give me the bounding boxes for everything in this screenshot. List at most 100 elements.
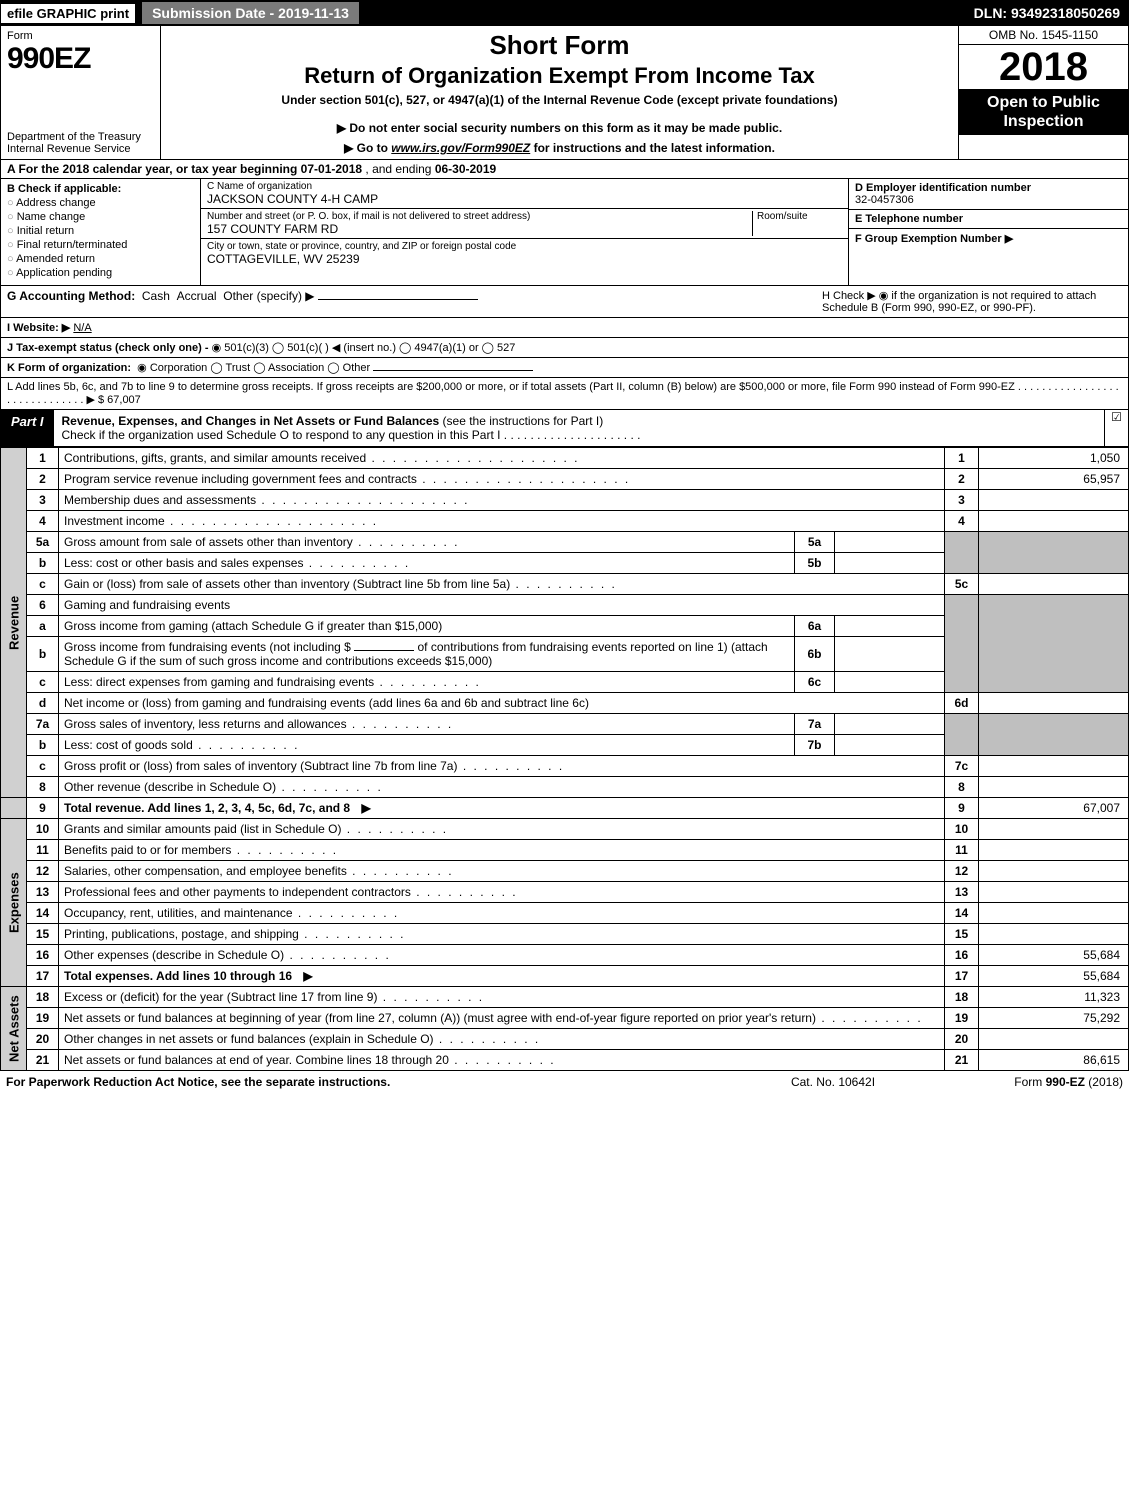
l6-num: 6 xyxy=(27,595,59,616)
section-c: C Name of organization JACKSON COUNTY 4-… xyxy=(201,179,848,285)
city-value: COTTAGEVILLE, WV 25239 xyxy=(207,252,842,266)
k-options[interactable]: ◉ Corporation ◯ Trust ◯ Association ◯ Ot… xyxy=(137,362,370,374)
l7c-num: c xyxy=(27,756,59,777)
part1-title: Revenue, Expenses, and Changes in Net As… xyxy=(62,414,443,428)
ein-label: D Employer identification number xyxy=(855,182,1031,194)
page-footer: For Paperwork Reduction Act Notice, see … xyxy=(0,1071,1129,1093)
expenses-section-label: Expenses xyxy=(1,819,27,987)
l13-rnum: 13 xyxy=(945,882,979,903)
group-exemption-cell: F Group Exemption Number ▶ xyxy=(849,229,1128,285)
chk-initial-return[interactable]: Initial return xyxy=(7,225,194,237)
g-cash[interactable]: Cash xyxy=(142,289,170,303)
gross-receipts-row: L Add lines 5b, 6c, and 7b to line 9 to … xyxy=(0,378,1129,410)
org-name: JACKSON COUNTY 4-H CAMP xyxy=(207,192,842,206)
header-left: Form 990EZ Department of the Treasury In… xyxy=(1,26,161,159)
h-check: H Check ▶ ◉ if the organization is not r… xyxy=(822,289,1122,314)
i-label: I Website: ▶ xyxy=(7,322,70,334)
l19-num: 19 xyxy=(27,1008,59,1029)
section-b: B Check if applicable: Address change Na… xyxy=(1,179,201,285)
chk-address-change[interactable]: Address change xyxy=(7,197,194,209)
l6b-blank[interactable] xyxy=(354,650,414,651)
l18-amt: 11,323 xyxy=(979,987,1129,1008)
l10-amt xyxy=(979,819,1129,840)
l1-num: 1 xyxy=(27,448,59,469)
efile-badge[interactable]: efile GRAPHIC print xyxy=(1,4,135,23)
l6c-desc: Less: direct expenses from gaming and fu… xyxy=(64,675,481,689)
org-street-row: Number and street (or P. O. box, if mail… xyxy=(201,209,848,239)
dln-label: DLN: 93492318050269 xyxy=(974,5,1128,21)
chk-amended-return[interactable]: Amended return xyxy=(7,253,194,265)
l7b-sval xyxy=(835,735,945,756)
l5a-sval xyxy=(835,532,945,553)
part1-sub: (see the instructions for Part I) xyxy=(443,414,604,428)
street-label: Number and street (or P. O. box, if mail… xyxy=(207,211,752,222)
efile-graphic: GRAPHIC xyxy=(37,6,97,21)
org-name-row: C Name of organization JACKSON COUNTY 4-… xyxy=(201,179,848,209)
g-accrual[interactable]: Accrual xyxy=(177,289,217,303)
part1-check-line: Check if the organization used Schedule … xyxy=(62,428,641,442)
chk-application-pending[interactable]: Application pending xyxy=(7,267,194,279)
l5b-desc: Less: cost or other basis and sales expe… xyxy=(64,556,410,570)
l2-rnum: 2 xyxy=(945,469,979,490)
l7b-desc: Less: cost of goods sold xyxy=(64,738,299,752)
period-end: 06-30-2019 xyxy=(435,162,496,176)
part1-header: Part I Revenue, Expenses, and Changes in… xyxy=(0,410,1129,447)
period-begin: 07-01-2018 xyxy=(301,162,362,176)
revenue-section-label: Revenue xyxy=(1,448,27,798)
tax-year: 2018 xyxy=(959,45,1128,89)
l7a-num: 7a xyxy=(27,714,59,735)
k-other-blank[interactable] xyxy=(373,370,533,371)
chk-name-change[interactable]: Name change xyxy=(7,211,194,223)
ein-cell: D Employer identification number 32-0457… xyxy=(849,179,1128,210)
l17-num: 17 xyxy=(27,966,59,987)
phone-label: E Telephone number xyxy=(855,213,963,225)
l17-desc: Total expenses. Add lines 10 through 16 xyxy=(64,969,315,983)
l-text: L Add lines 5b, 6c, and 7b to line 9 to … xyxy=(7,381,1119,406)
l14-num: 14 xyxy=(27,903,59,924)
l7a-desc: Gross sales of inventory, less returns a… xyxy=(64,717,453,731)
l12-num: 12 xyxy=(27,861,59,882)
l15-amt xyxy=(979,924,1129,945)
l6b-sval xyxy=(835,637,945,672)
l5a-desc: Gross amount from sale of assets other t… xyxy=(64,535,460,549)
l12-amt xyxy=(979,861,1129,882)
l5a-num: 5a xyxy=(27,532,59,553)
l6c-num: c xyxy=(27,672,59,693)
j-options[interactable]: ◉ 501(c)(3) ◯ 501(c)( ) ◀ (insert no.) ◯… xyxy=(212,342,516,354)
g-other-blank[interactable] xyxy=(318,299,478,300)
l4-amt xyxy=(979,511,1129,532)
ein-value: 32-0457306 xyxy=(855,194,914,206)
l14-desc: Occupancy, rent, utilities, and maintena… xyxy=(64,906,399,920)
l16-desc: Other expenses (describe in Schedule O) xyxy=(64,948,391,962)
period-mid: , and ending xyxy=(365,162,434,176)
l2-amt: 65,957 xyxy=(979,469,1129,490)
l6b-d1: Gross income from fundraising events (no… xyxy=(64,640,351,654)
l18-desc: Excess or (deficit) for the year (Subtra… xyxy=(64,990,484,1004)
l17-amt: 55,684 xyxy=(979,966,1129,987)
l11-amt xyxy=(979,840,1129,861)
part1-checkbox[interactable]: ☑ xyxy=(1104,410,1128,446)
l21-desc: Net assets or fund balances at end of ye… xyxy=(64,1053,556,1067)
org-city-row: City or town, state or province, country… xyxy=(201,239,848,268)
l3-amt xyxy=(979,490,1129,511)
part1-title-cell: Revenue, Expenses, and Changes in Net As… xyxy=(54,410,1104,446)
l5c-rnum: 5c xyxy=(945,574,979,595)
goto-link[interactable]: www.irs.gov/Form990EZ xyxy=(391,141,530,155)
website-row: I Website: ▶ N/A xyxy=(0,318,1129,338)
l9-desc: Total revenue. Add lines 1, 2, 3, 4, 5c,… xyxy=(64,801,373,815)
k-label: K Form of organization: xyxy=(7,362,131,374)
l7b-num: b xyxy=(27,735,59,756)
l4-rnum: 4 xyxy=(945,511,979,532)
g-other[interactable]: Other (specify) ▶ xyxy=(223,289,314,303)
ssn-warning: Do not enter social security numbers on … xyxy=(167,121,952,135)
l18-rnum: 18 xyxy=(945,987,979,1008)
l15-num: 15 xyxy=(27,924,59,945)
l20-desc: Other changes in net assets or fund bala… xyxy=(64,1032,540,1046)
part1-table: Revenue 1 Contributions, gifts, grants, … xyxy=(0,447,1129,1071)
l1-desc: Contributions, gifts, grants, and simila… xyxy=(64,451,580,465)
chk-final-return[interactable]: Final return/terminated xyxy=(7,239,194,251)
l5b-sval xyxy=(835,553,945,574)
l8-num: 8 xyxy=(27,777,59,798)
l16-amt: 55,684 xyxy=(979,945,1129,966)
l6-grey-amt xyxy=(979,595,1129,693)
